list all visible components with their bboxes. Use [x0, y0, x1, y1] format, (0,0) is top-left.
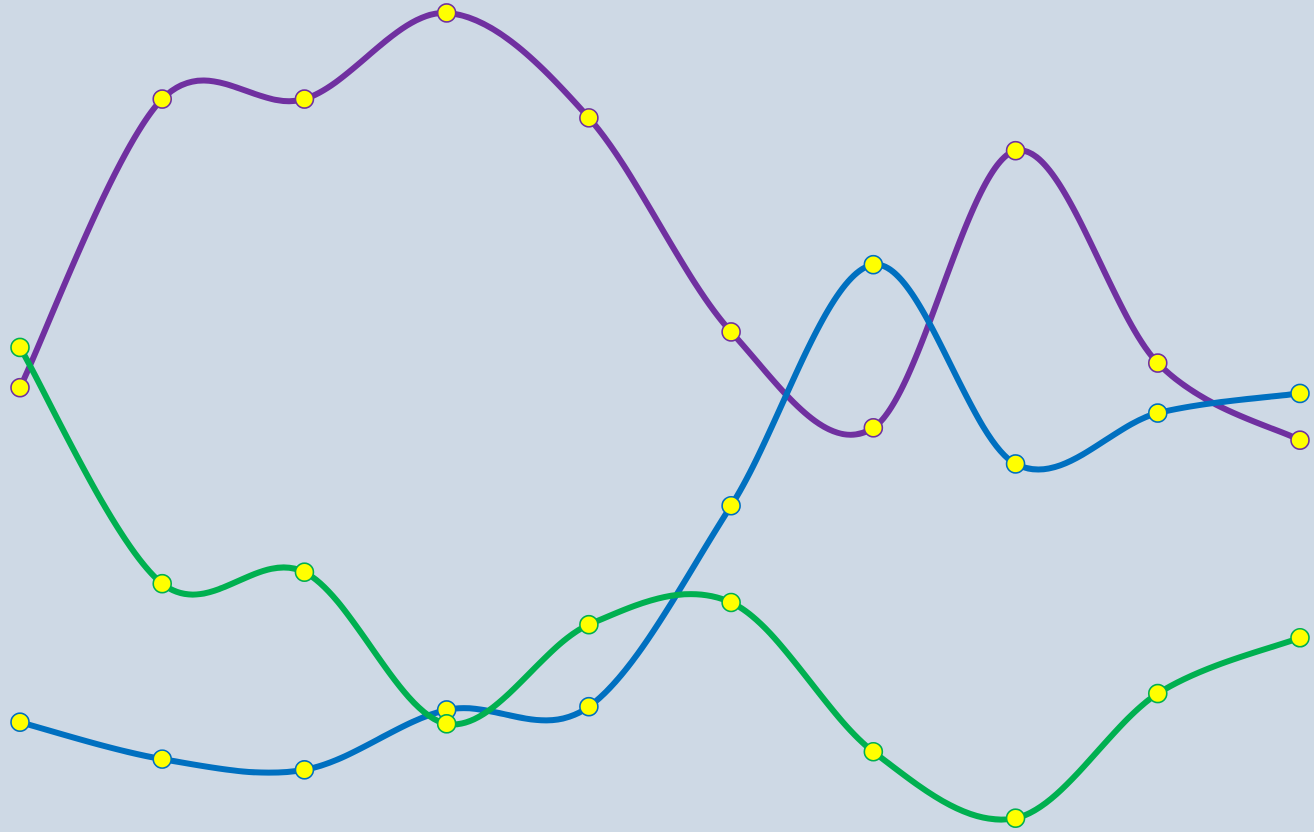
- series-1-point-2: [152, 89, 173, 109]
- series-3-point-1: [10, 337, 30, 358]
- series-3-point-7: [863, 741, 884, 762]
- series-1-point-5: [579, 108, 599, 128]
- series-2-point-1: [10, 712, 30, 733]
- series-3-point-6: [721, 592, 741, 613]
- series-1-point-6: [721, 322, 741, 342]
- series-2-line: [17, 261, 1303, 776]
- series-1-point-3: [294, 89, 315, 109]
- series-3-point-3: [294, 562, 315, 582]
- series-3-line: [17, 344, 1303, 823]
- series-2-point-6: [721, 495, 741, 516]
- series-2-point-9: [1147, 403, 1168, 423]
- series-3-point-8: [1005, 808, 1026, 828]
- series-3-point-9: [1147, 683, 1168, 704]
- series-1-point-1: [10, 377, 30, 398]
- series-2-point-2: [152, 749, 173, 769]
- series-markers: [10, 3, 1310, 828]
- series-1-point-7: [863, 418, 884, 438]
- series-2-point-8: [1005, 454, 1026, 474]
- series-2-point-3: [294, 759, 315, 780]
- series-1-line: [17, 9, 1303, 444]
- series-2-point-10: [1290, 383, 1310, 404]
- series-lines: [17, 9, 1303, 823]
- series-1-point-8: [1005, 140, 1026, 161]
- series-1-point-10: [1290, 430, 1310, 450]
- series-3-point-10: [1290, 627, 1310, 648]
- series-3-point-5: [579, 614, 599, 635]
- series-1-point-4: [436, 3, 457, 23]
- series-2-point-5: [579, 696, 599, 717]
- series-3-point-2: [152, 573, 173, 594]
- series-2-point-7: [863, 254, 884, 275]
- series-1-point-9: [1147, 353, 1168, 373]
- series-3-point-4: [436, 714, 457, 734]
